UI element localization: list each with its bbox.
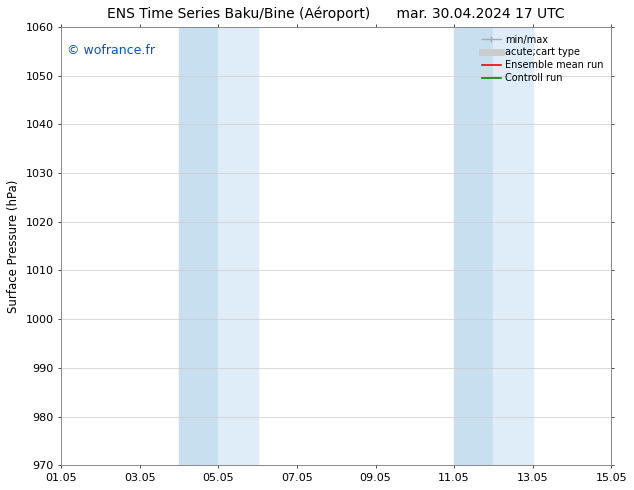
Bar [454, 27, 493, 465]
Title: ENS Time Series Baku/Bine (Aéroport)      mar. 30.04.2024 17 UTC: ENS Time Series Baku/Bine (Aéroport) mar… [107, 7, 565, 22]
Text: © wofrance.fr: © wofrance.fr [67, 44, 155, 57]
Bar [218, 27, 257, 465]
Y-axis label: Surface Pressure (hPa): Surface Pressure (hPa) [7, 179, 20, 313]
Legend: min/max, acute;cart type, Ensemble mean run, Controll run: min/max, acute;cart type, Ensemble mean … [478, 31, 607, 87]
Bar [493, 27, 533, 465]
Bar [179, 27, 218, 465]
